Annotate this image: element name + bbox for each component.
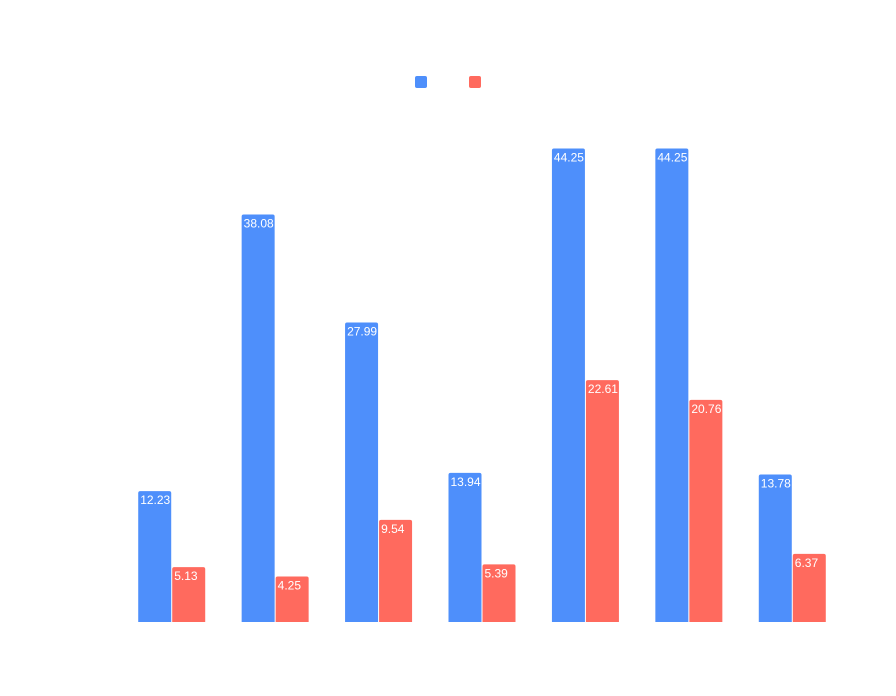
data-label-series1-cat1: 12.23 xyxy=(140,493,170,507)
data-label-series1-cat7: 13.78 xyxy=(761,477,791,491)
bar-series2-cat6 xyxy=(689,399,723,622)
legend-swatch-series1[interactable] xyxy=(415,76,427,88)
data-label-series1-cat3: 27.99 xyxy=(347,325,377,339)
bar-series1-cat6 xyxy=(655,148,689,622)
data-label-series2-cat7: 6.37 xyxy=(795,556,819,570)
data-label-series1-cat2: 38.08 xyxy=(244,217,274,231)
bar-series1-cat1 xyxy=(138,491,172,622)
data-label-series2-cat1: 5.13 xyxy=(174,569,198,583)
legend xyxy=(415,76,481,88)
data-label-series1-cat5: 44.25 xyxy=(554,151,584,165)
bar-series1-cat5 xyxy=(551,148,585,622)
data-label-series2-cat5: 22.61 xyxy=(588,382,618,396)
bar-series1-cat2 xyxy=(241,214,275,622)
bar-series2-cat3 xyxy=(379,519,413,622)
data-label-series1-cat4: 13.94 xyxy=(451,475,481,489)
data-labels: 12.23 38.08 27.99 13.94 44.25 44.25 13.78 5.13 4… xyxy=(140,151,818,593)
bar-series1-cat7 xyxy=(758,474,792,622)
data-label-series1-cat6: 44.25 xyxy=(657,151,687,165)
bar-series1-cat4 xyxy=(448,472,482,622)
bar-series1-cat3 xyxy=(345,322,379,622)
bar-series2-cat2 xyxy=(275,576,309,622)
legend-swatch-series2[interactable] xyxy=(469,76,481,88)
data-label-series2-cat6: 20.76 xyxy=(691,402,721,416)
bar-series2-cat1 xyxy=(172,567,206,622)
data-label-series2-cat4: 5.39 xyxy=(485,566,509,580)
data-label-series2-cat2: 4.25 xyxy=(278,579,302,593)
data-label-series2-cat3: 9.54 xyxy=(381,522,405,536)
bar-series2-cat5 xyxy=(585,380,619,622)
bar-series2-cat7 xyxy=(792,553,826,622)
bars xyxy=(138,148,826,622)
bar-series2-cat4 xyxy=(482,564,516,622)
